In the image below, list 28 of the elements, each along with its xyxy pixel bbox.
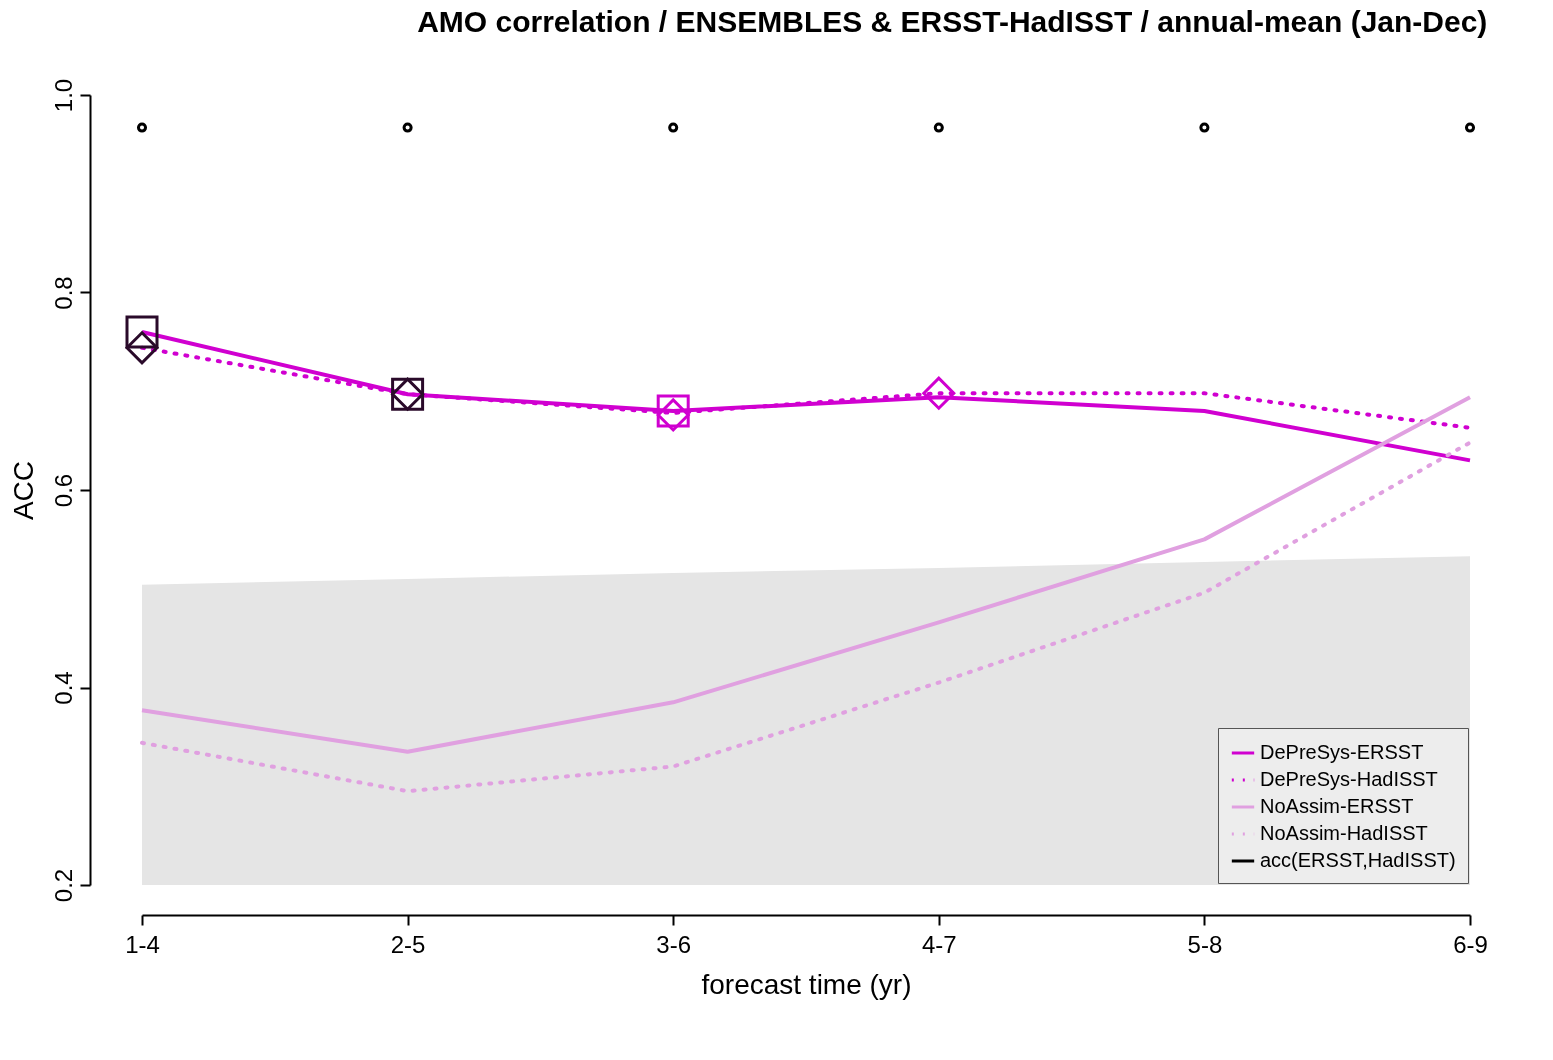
x-axis-title: forecast time (yr) (701, 968, 912, 1000)
y-tick-label: 1.0 (49, 78, 77, 113)
y-tick-label: 0.4 (49, 671, 77, 705)
point (922, 376, 956, 410)
y-tick-label: 0.6 (49, 473, 77, 508)
x-tick-label: 1-4 (125, 930, 160, 958)
point (136, 122, 148, 133)
x-tick-label: 4-7 (921, 930, 957, 958)
point (668, 122, 679, 133)
legend-label: DePreSys-HadISST (1260, 768, 1438, 790)
legend-label: acc(ERSST,HadISST) (1260, 849, 1456, 871)
y-tick-label: 0.2 (49, 868, 77, 903)
legend-label: NoAssim-ERSST (1260, 795, 1414, 817)
x-tick-label: 5-8 (1187, 930, 1223, 958)
legend-label: NoAssim-HadISST (1260, 822, 1428, 844)
x-tick-label: 2-5 (390, 930, 426, 958)
point (933, 122, 944, 133)
point (1199, 122, 1210, 133)
legend-label: DePreSys-ERSST (1260, 741, 1424, 763)
y-tick-label: 0.8 (49, 276, 77, 310)
point (402, 122, 413, 133)
x-tick-label: 6-9 (1453, 930, 1488, 958)
x-tick-label: 3-6 (656, 930, 692, 958)
y-axis-title: ACC (7, 460, 39, 521)
point (125, 315, 159, 349)
point (1464, 122, 1476, 133)
line-series (140, 440, 1472, 794)
chart-title: AMO correlation / ENSEMBLES & ERSST-HadISST / annual-mean (Jan-Dec) (417, 5, 1488, 39)
